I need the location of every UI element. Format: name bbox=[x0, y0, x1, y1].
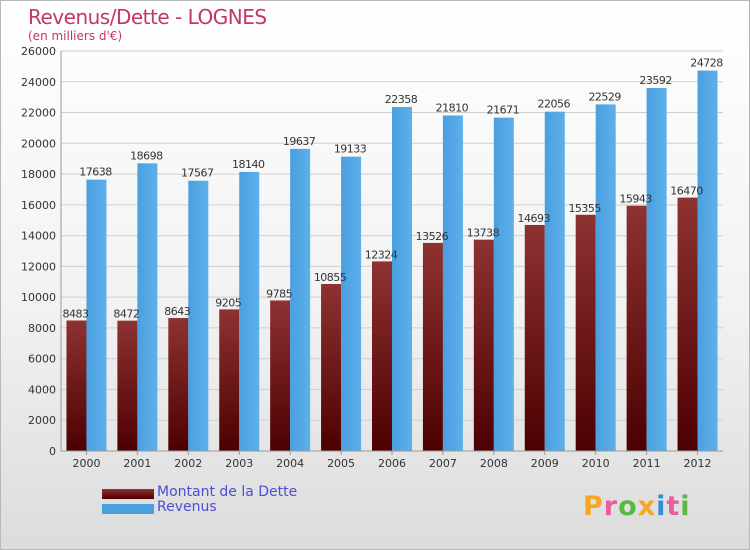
x-tick-label: 2011 bbox=[633, 457, 661, 470]
y-tick-label: 22000 bbox=[21, 107, 56, 120]
x-tick-label: 2007 bbox=[429, 457, 457, 470]
y-tick-label: 24000 bbox=[21, 76, 56, 89]
y-tick-label: 2000 bbox=[28, 414, 56, 427]
data-label-revenue: 23592 bbox=[639, 74, 672, 87]
legend-label-revenue: Revenus bbox=[157, 499, 217, 515]
data-label-revenue: 24728 bbox=[690, 57, 723, 70]
bar-debt bbox=[575, 214, 596, 451]
data-label-debt: 8472 bbox=[113, 308, 139, 321]
data-label-debt: 13738 bbox=[467, 227, 500, 240]
x-tick-label: 2008 bbox=[480, 457, 508, 470]
logo-letter: x bbox=[637, 491, 657, 522]
bars bbox=[66, 70, 718, 452]
data-label-revenue: 18140 bbox=[232, 158, 265, 171]
x-tick-label: 2012 bbox=[684, 457, 712, 470]
data-label-debt: 16470 bbox=[670, 185, 703, 198]
bar-revenue bbox=[239, 171, 260, 451]
bar-revenue bbox=[544, 111, 565, 451]
y-tick-label: 10000 bbox=[21, 291, 56, 304]
data-label-debt: 10855 bbox=[314, 271, 347, 284]
x-tick-label: 2004 bbox=[276, 457, 304, 470]
x-tick-label: 2009 bbox=[531, 457, 559, 470]
y-tick-label: 26000 bbox=[21, 45, 56, 58]
data-label-revenue: 22056 bbox=[538, 98, 571, 111]
chart-title: Revenus/Dette - LOGNES bbox=[28, 5, 267, 29]
data-label-revenue: 21671 bbox=[487, 104, 520, 117]
bar-revenue bbox=[646, 88, 667, 452]
x-tick-label: 2006 bbox=[378, 457, 406, 470]
data-label-debt: 14693 bbox=[518, 212, 551, 225]
data-label-debt: 15355 bbox=[568, 202, 601, 215]
data-label-revenue: 19637 bbox=[283, 135, 316, 148]
bar-revenue bbox=[137, 163, 158, 452]
bar-debt bbox=[117, 320, 138, 451]
bar-debt bbox=[626, 205, 647, 451]
data-label-debt: 15943 bbox=[619, 193, 652, 206]
data-label-debt: 9205 bbox=[215, 296, 241, 309]
bar-debt bbox=[270, 300, 291, 451]
bar-debt bbox=[372, 261, 392, 451]
x-tick-label: 2003 bbox=[225, 457, 253, 470]
legend-swatch-revenue bbox=[102, 504, 154, 514]
logo-letter: i bbox=[656, 491, 667, 522]
y-tick-label: 4000 bbox=[28, 383, 56, 396]
bar-revenue bbox=[595, 104, 616, 452]
y-tick-label: 6000 bbox=[28, 353, 56, 366]
x-tick-label: 2005 bbox=[327, 457, 355, 470]
y-tick-label: 16000 bbox=[21, 199, 56, 212]
data-label-debt: 8643 bbox=[164, 305, 190, 318]
y-tick-label: 0 bbox=[49, 445, 56, 458]
chart-subtitle: (en milliers d'€) bbox=[28, 29, 123, 43]
data-label-revenue: 17638 bbox=[79, 166, 112, 179]
axes: 0 2000 4000 6000 8000 10000 12000 14000 16000 180… bbox=[21, 45, 723, 470]
data-label-revenue: 21810 bbox=[436, 101, 469, 114]
bar-debt bbox=[66, 320, 87, 451]
y-tick-label: 14000 bbox=[21, 230, 56, 243]
logo-letter: t bbox=[666, 491, 681, 522]
data-label-debt: 13526 bbox=[416, 230, 449, 243]
bar-revenue bbox=[290, 148, 311, 451]
logo-letter: o bbox=[618, 491, 638, 522]
data-label-revenue: 19133 bbox=[334, 143, 367, 156]
bar-revenue bbox=[188, 180, 209, 451]
data-label-debt: 12324 bbox=[365, 248, 398, 261]
x-tick-label: 2010 bbox=[582, 457, 610, 470]
data-label-revenue: 17567 bbox=[181, 167, 214, 180]
bar-revenue bbox=[493, 117, 514, 451]
data-label-revenue: 22358 bbox=[385, 93, 418, 106]
bar-debt bbox=[677, 197, 698, 451]
bar-debt bbox=[524, 224, 545, 451]
y-tick-label: 18000 bbox=[21, 168, 56, 181]
data-label-revenue: 18698 bbox=[130, 149, 163, 162]
proxiti-logo: Proxiti bbox=[583, 491, 691, 522]
legend-label-debt: Montant de la Dette bbox=[157, 484, 298, 500]
bar-revenue bbox=[392, 107, 412, 452]
logo-letter: r bbox=[603, 491, 619, 522]
bar-debt bbox=[422, 242, 443, 451]
data-label-revenue: 22529 bbox=[588, 90, 621, 103]
bar-debt bbox=[168, 318, 189, 451]
logo-letter: i bbox=[680, 491, 691, 522]
bar-revenue bbox=[697, 70, 718, 452]
logo-letter: P bbox=[583, 491, 604, 522]
bar-revenue bbox=[442, 115, 463, 451]
bar-debt bbox=[473, 239, 494, 451]
bar-revenue bbox=[86, 179, 107, 451]
x-tick-label: 2000 bbox=[72, 457, 100, 470]
data-label-debt: 8483 bbox=[62, 307, 88, 320]
y-tick-label: 12000 bbox=[21, 260, 56, 273]
data-labels: 8483 17638 8472 18698 8643 17567 9205 18140 9785… bbox=[62, 57, 723, 321]
bar-debt bbox=[219, 309, 240, 451]
y-tick-label: 20000 bbox=[21, 137, 56, 150]
y-tick-label: 8000 bbox=[28, 322, 56, 335]
bar-debt bbox=[321, 284, 342, 451]
x-tick-label: 2002 bbox=[174, 457, 202, 470]
bar-revenue bbox=[341, 156, 362, 451]
x-tick-label: 2001 bbox=[123, 457, 151, 470]
data-label-debt: 9785 bbox=[266, 287, 292, 300]
legend-swatch-debt bbox=[102, 489, 154, 499]
